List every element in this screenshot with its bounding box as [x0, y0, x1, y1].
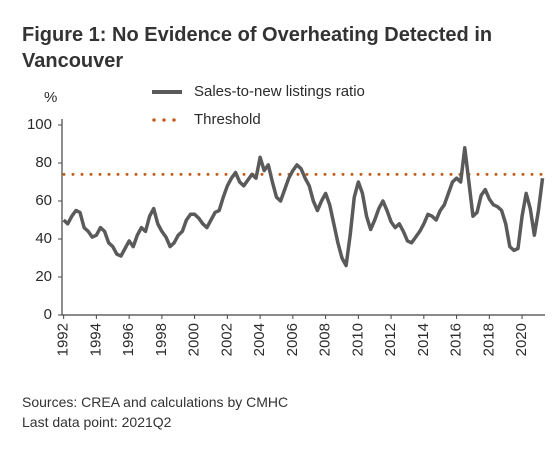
x-tick-label: 2014	[415, 323, 432, 356]
x-tick-label: 2018	[480, 323, 497, 356]
x-tick-label: 2002	[218, 323, 235, 356]
y-axis-label: %	[44, 89, 57, 106]
last-point-note: Last data point: 2021Q2	[22, 414, 172, 430]
x-tick-label: 2000	[186, 323, 203, 356]
legend-label: Threshold	[194, 111, 261, 128]
y-tick-label: 100	[27, 116, 52, 133]
x-tick-label: 2016	[448, 323, 465, 356]
y-tick-label: 80	[35, 154, 52, 171]
x-tick-label: 2020	[513, 323, 530, 356]
x-tick-label: 1998	[153, 323, 170, 356]
y-tick-label: 20	[35, 268, 52, 285]
chart-title: Figure 1: No Evidence of Overheating Det…	[22, 24, 493, 72]
legend-label: Sales-to-new listings ratio	[194, 83, 365, 100]
x-tick-label: 2010	[349, 323, 366, 356]
x-tick-label: 1994	[87, 323, 104, 356]
y-tick-label: 40	[35, 230, 52, 247]
data-line	[62, 146, 545, 268]
x-tick-label: 1996	[120, 323, 137, 356]
x-tick-label: 1992	[55, 323, 72, 356]
notes: Sources: CREA and calculations by CMHC L…	[22, 392, 288, 432]
y-tick-label: 0	[44, 306, 52, 323]
x-tick-label: 2012	[382, 323, 399, 356]
source-note: Sources: CREA and calculations by CMHC	[22, 394, 289, 410]
x-tick-label: 2006	[284, 323, 301, 356]
y-tick-label: 60	[35, 192, 52, 209]
x-tick-label: 2004	[251, 323, 268, 356]
x-tick-label: 2008	[317, 323, 334, 356]
